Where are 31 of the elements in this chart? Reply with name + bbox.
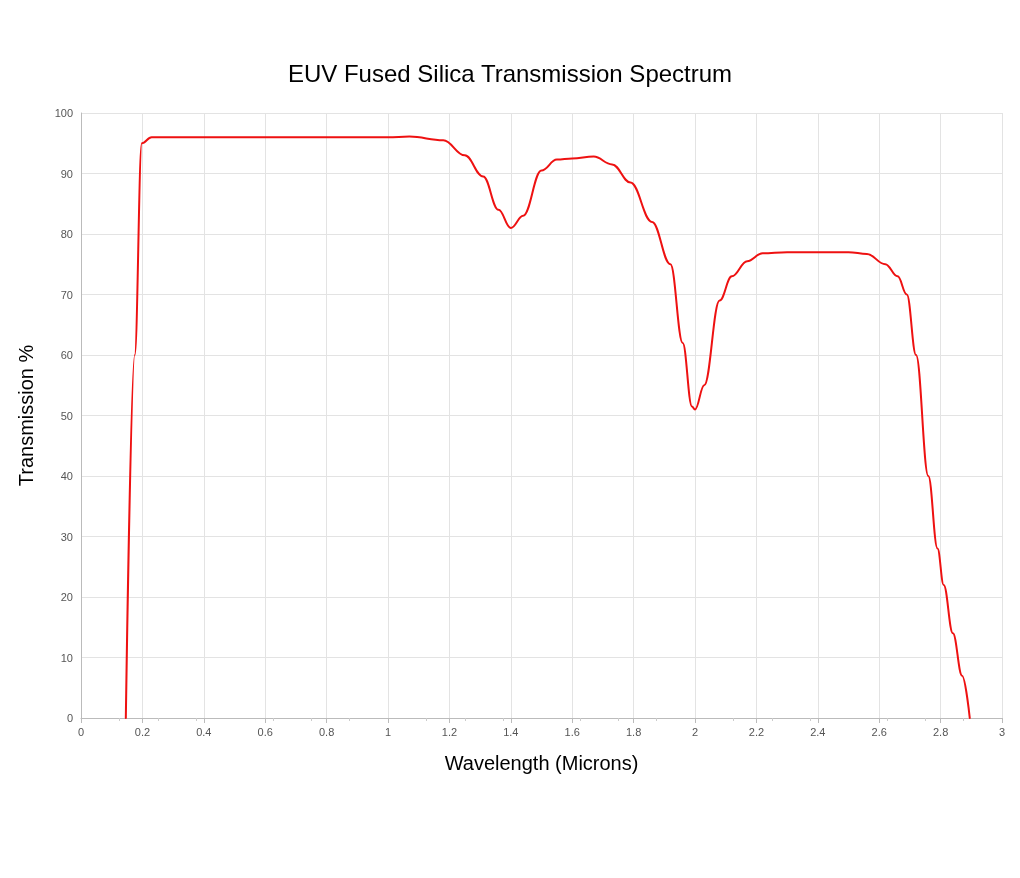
y-axis-title: Transmission % (15, 344, 37, 487)
x-tick-label: 1.2 (441, 725, 458, 738)
x-tick-label: 2.2 (748, 725, 765, 738)
y-tick-label: 80 (60, 228, 73, 240)
x-tick-label: 0.2 (134, 725, 151, 738)
y-tick-label: 40 (60, 470, 73, 482)
line-series (124, 135, 971, 719)
x-tick-label: 2 (691, 725, 699, 738)
x-tick-label: 0 (77, 725, 85, 738)
x-tick-label: 1.8 (625, 725, 642, 738)
y-tick-label: 30 (60, 530, 73, 543)
y-tick-label: 70 (60, 288, 73, 301)
y-tick-label: 0 (66, 712, 73, 724)
y-tick-label: 100 (54, 107, 73, 119)
x-tick-label: 1.6 (564, 725, 580, 738)
x-tick-label: 1 (384, 725, 392, 738)
y-tick-label: 20 (60, 591, 73, 603)
x-tick-label: 0.8 (318, 725, 335, 738)
x-tick-label: 1.4 (503, 725, 519, 738)
chart-title: EUV Fused Silica Transmission Spectrum (287, 59, 733, 87)
y-tick-label: 90 (60, 167, 73, 180)
y-tick-label: 10 (60, 651, 73, 664)
x-tick-label: 0.6 (257, 725, 273, 738)
x-axis-title: Wavelength (Microns) (444, 752, 639, 774)
x-tick-label: 3 (998, 725, 1006, 738)
y-tick-label: 60 (60, 349, 73, 361)
x-tick-label: 2.4 (810, 725, 826, 738)
y-tick-label: 50 (60, 409, 73, 422)
x-tick-label: 2.6 (871, 725, 887, 738)
x-tick-label: 2.8 (932, 725, 949, 738)
x-tick-label: 0.4 (196, 725, 212, 738)
